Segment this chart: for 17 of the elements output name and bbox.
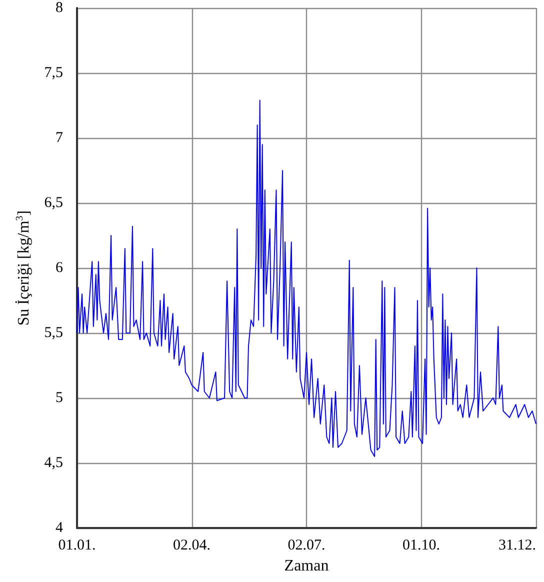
x-tick-label: 01.10. — [402, 538, 440, 554]
y-tick-label: 4 — [56, 520, 64, 536]
x-tick-label: 01.01. — [58, 538, 96, 554]
y-tick-label: 4,5 — [44, 455, 63, 471]
y-tick-label: 8 — [56, 0, 63, 16]
x-tick-label: 02.07. — [288, 538, 326, 554]
y-tick-label: 6 — [56, 260, 64, 276]
line-series — [76, 100, 536, 457]
x-tick-label: 02.04. — [173, 538, 210, 554]
x-axis-title: Zaman — [284, 557, 329, 574]
x-tick-label: 31.12. — [498, 538, 536, 554]
y-tick-label: 7 — [56, 130, 64, 146]
y-axis-title: Su İçeriği [kg/m3] — [14, 210, 32, 326]
y-tick-label: 7,5 — [44, 65, 63, 81]
y-tick-label: 6,5 — [44, 195, 63, 211]
y-tick-label: 5,5 — [44, 325, 63, 341]
y-tick-label: 5 — [56, 390, 63, 406]
